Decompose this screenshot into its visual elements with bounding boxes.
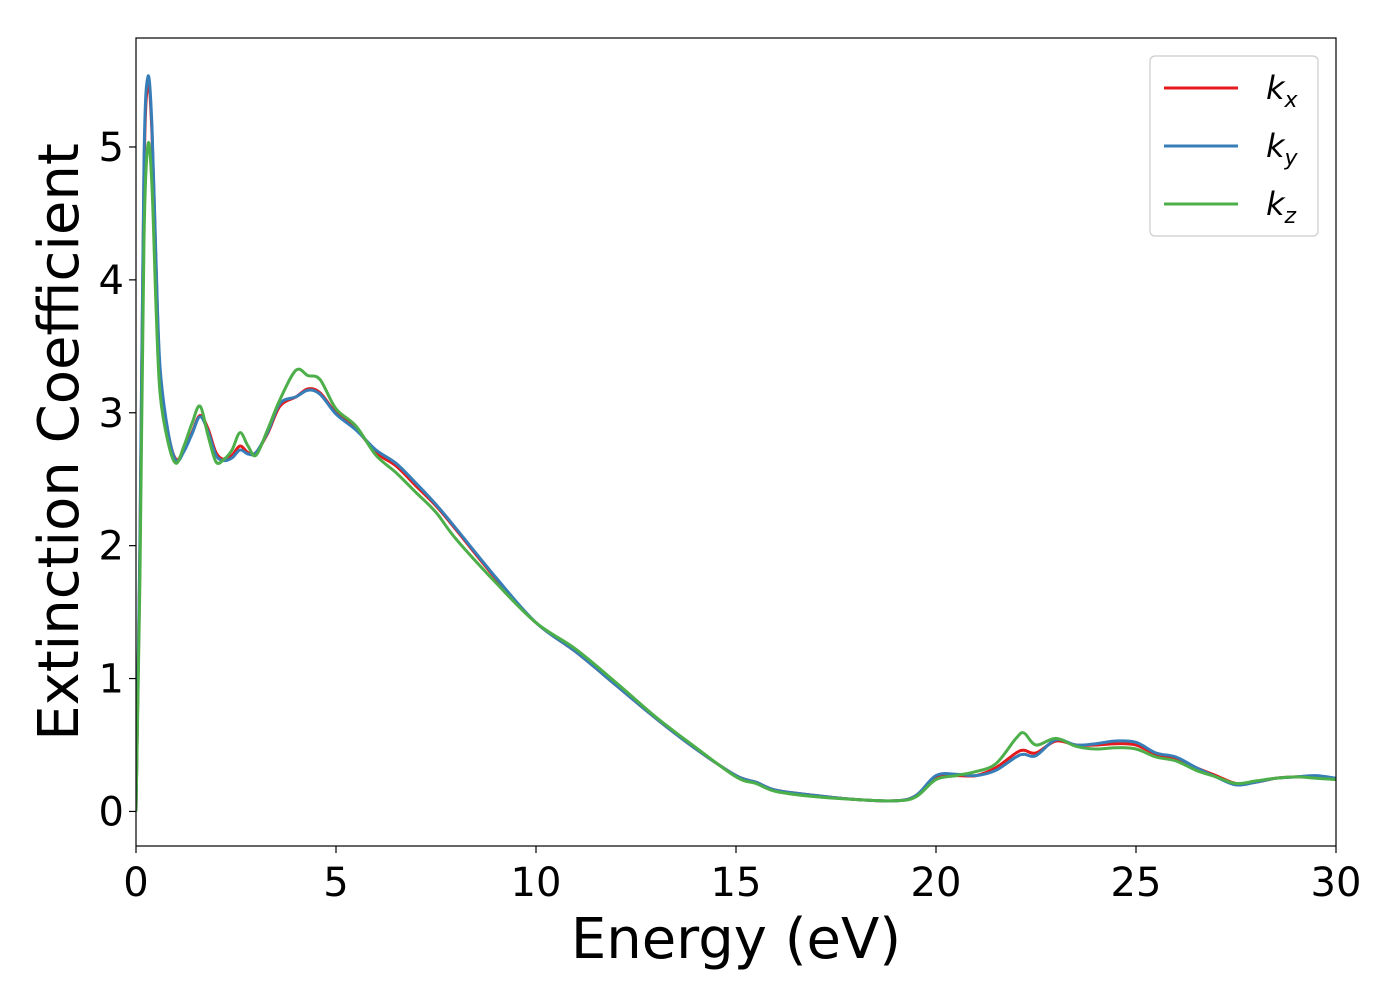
y-tick-label: 2 <box>99 524 124 570</box>
x-tick-label: 15 <box>711 860 762 906</box>
y-tick-label: 3 <box>99 391 124 437</box>
y-tick-label: 5 <box>99 125 124 171</box>
y-tick-label: 4 <box>99 258 124 304</box>
x-tick-label: 30 <box>1311 860 1362 906</box>
x-tick-label: 10 <box>511 860 562 906</box>
series-layer <box>136 74 1336 812</box>
series-line-kz <box>136 140 1336 812</box>
y-tick-label: 0 <box>99 789 124 835</box>
x-tick-label: 25 <box>1111 860 1162 906</box>
y-axis-title: Extinction Coefficient <box>27 143 92 741</box>
legend: kx ky kz <box>1149 55 1319 237</box>
legend-label-kz: kz <box>1266 185 1297 229</box>
x-axis: 0 5 10 15 20 25 30 <box>123 846 1361 906</box>
y-tick-label: 1 <box>99 657 124 703</box>
x-tick-label: 5 <box>323 860 348 906</box>
x-tick-label: 20 <box>911 860 962 906</box>
x-axis-title: Energy (eV) <box>571 907 901 972</box>
y-axis: 0 1 2 3 4 5 <box>99 125 136 835</box>
legend-label-kx: kx <box>1266 69 1299 113</box>
x-tick-label: 0 <box>123 860 148 906</box>
legend-label-ky: ky <box>1266 127 1299 171</box>
